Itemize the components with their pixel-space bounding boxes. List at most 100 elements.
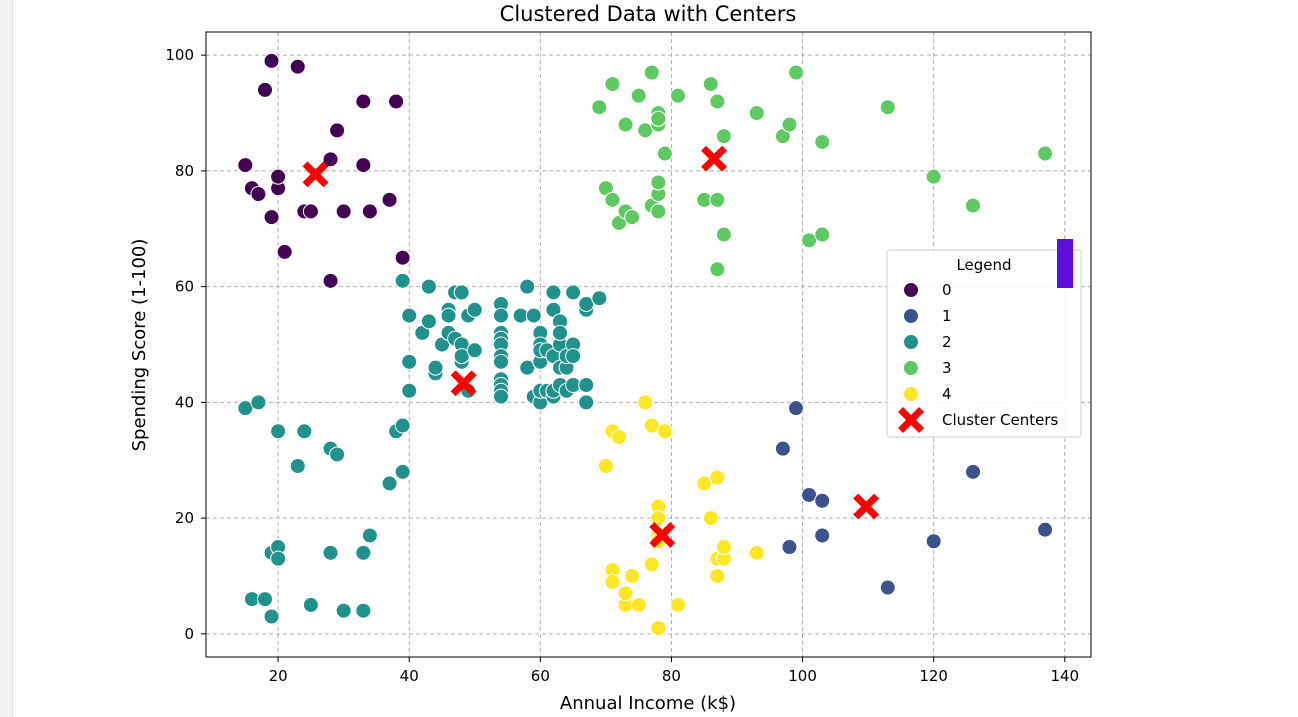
data-point-cluster-0 — [276, 243, 293, 260]
x-tick-label: 120 — [919, 667, 948, 685]
data-point-cluster-4 — [617, 585, 634, 602]
x-tick-label: 20 — [269, 667, 288, 685]
data-point-cluster-1 — [925, 533, 942, 550]
x-axis-label: Annual Income (k$) — [560, 693, 736, 714]
data-point-cluster-3 — [702, 76, 719, 93]
data-point-cluster-3 — [814, 226, 831, 243]
data-point-cluster-3 — [637, 122, 654, 139]
data-point-cluster-0 — [355, 93, 372, 110]
data-point-cluster-4 — [630, 596, 647, 613]
data-point-cluster-3 — [801, 232, 818, 249]
data-point-cluster-3 — [715, 226, 732, 243]
data-point-cluster-0 — [263, 52, 280, 69]
data-point-cluster-1 — [781, 539, 798, 556]
data-point-cluster-4 — [715, 539, 732, 556]
data-point-cluster-2 — [237, 400, 254, 417]
data-point-cluster-2 — [493, 388, 509, 405]
data-point-cluster-0 — [257, 81, 273, 98]
data-point-cluster-2 — [401, 382, 418, 399]
data-point-cluster-3 — [650, 110, 667, 127]
data-point-cluster-2 — [440, 307, 457, 324]
data-point-cluster-1 — [965, 463, 981, 480]
data-points — [237, 52, 1054, 637]
legend-marker-4 — [903, 386, 919, 402]
data-point-cluster-2 — [289, 458, 306, 475]
x-tick-label: 140 — [1050, 667, 1079, 685]
scrollbar-thumb[interactable] — [1057, 239, 1073, 288]
legend-marker-0 — [903, 282, 919, 298]
data-point-cluster-0 — [355, 157, 372, 174]
cluster-center-marker — [853, 493, 880, 520]
data-point-cluster-2 — [401, 353, 418, 370]
data-point-cluster-3 — [788, 64, 804, 81]
window-edge — [0, 0, 13, 717]
data-point-cluster-2 — [381, 475, 398, 492]
data-point-cluster-2 — [296, 423, 313, 440]
data-point-cluster-2 — [335, 602, 352, 619]
x-tick-label: 60 — [531, 667, 550, 685]
legend-label: 2 — [942, 333, 952, 351]
legend-label: 3 — [942, 359, 952, 377]
data-point-cluster-4 — [696, 475, 713, 492]
legend-title: Legend — [956, 256, 1011, 274]
data-point-cluster-4 — [709, 469, 726, 486]
data-point-cluster-0 — [302, 203, 319, 220]
data-point-cluster-2 — [263, 608, 280, 625]
cluster-centers — [302, 145, 880, 548]
data-point-cluster-4 — [670, 596, 686, 613]
data-point-cluster-2 — [519, 278, 536, 295]
data-point-cluster-3 — [656, 145, 673, 162]
legend-marker-centers — [898, 407, 924, 433]
data-point-cluster-2 — [270, 423, 287, 440]
data-point-cluster-3 — [965, 197, 981, 214]
data-point-cluster-3 — [748, 105, 765, 122]
data-point-cluster-2 — [394, 417, 411, 434]
y-tick-label: 80 — [175, 162, 194, 180]
x-tick-label: 100 — [788, 667, 817, 685]
data-point-cluster-0 — [289, 58, 306, 75]
y-tick-label: 60 — [175, 278, 194, 296]
legend-marker-2 — [903, 334, 919, 350]
data-point-cluster-2 — [355, 544, 372, 561]
data-point-cluster-2 — [322, 544, 339, 561]
data-point-cluster-2 — [401, 307, 418, 324]
data-point-cluster-0 — [237, 157, 254, 174]
data-point-cluster-0 — [381, 191, 398, 208]
data-point-cluster-1 — [801, 486, 818, 503]
data-point-cluster-2 — [270, 550, 287, 567]
plot-frame — [205, 31, 1092, 658]
data-point-cluster-3 — [925, 168, 942, 185]
data-point-cluster-2 — [565, 348, 582, 365]
data-point-cluster-3 — [650, 174, 667, 191]
data-point-cluster-2 — [493, 307, 509, 324]
data-point-cluster-2 — [519, 359, 536, 376]
data-point-cluster-3 — [604, 76, 621, 93]
data-point-cluster-2 — [578, 377, 595, 394]
cluster-center-marker — [649, 521, 676, 548]
legend-marker-3 — [903, 360, 919, 376]
data-point-cluster-3 — [1037, 145, 1054, 162]
data-point-cluster-3 — [604, 191, 621, 208]
data-point-cluster-3 — [617, 116, 634, 133]
data-point-cluster-3 — [709, 93, 726, 110]
data-point-cluster-0 — [263, 209, 280, 226]
data-point-cluster-4 — [650, 510, 667, 527]
cluster-center-marker — [450, 370, 477, 397]
x-tick-label: 40 — [400, 667, 419, 685]
data-point-cluster-2 — [453, 284, 470, 301]
data-point-cluster-4 — [650, 620, 667, 637]
legend: Legend 0 1 2 3 4 Cluster Centers — [886, 249, 1082, 438]
data-point-cluster-2 — [355, 602, 372, 619]
data-point-cluster-2 — [361, 527, 378, 544]
data-point-cluster-3 — [709, 191, 726, 208]
data-point-cluster-2 — [545, 284, 562, 301]
data-point-cluster-3 — [814, 133, 831, 150]
legend-box — [886, 249, 1082, 438]
data-point-cluster-4 — [643, 417, 660, 434]
data-point-cluster-4 — [611, 429, 627, 446]
y-tick-label: 0 — [184, 625, 194, 643]
x-tick-label: 80 — [662, 667, 681, 685]
data-point-cluster-2 — [466, 301, 483, 318]
